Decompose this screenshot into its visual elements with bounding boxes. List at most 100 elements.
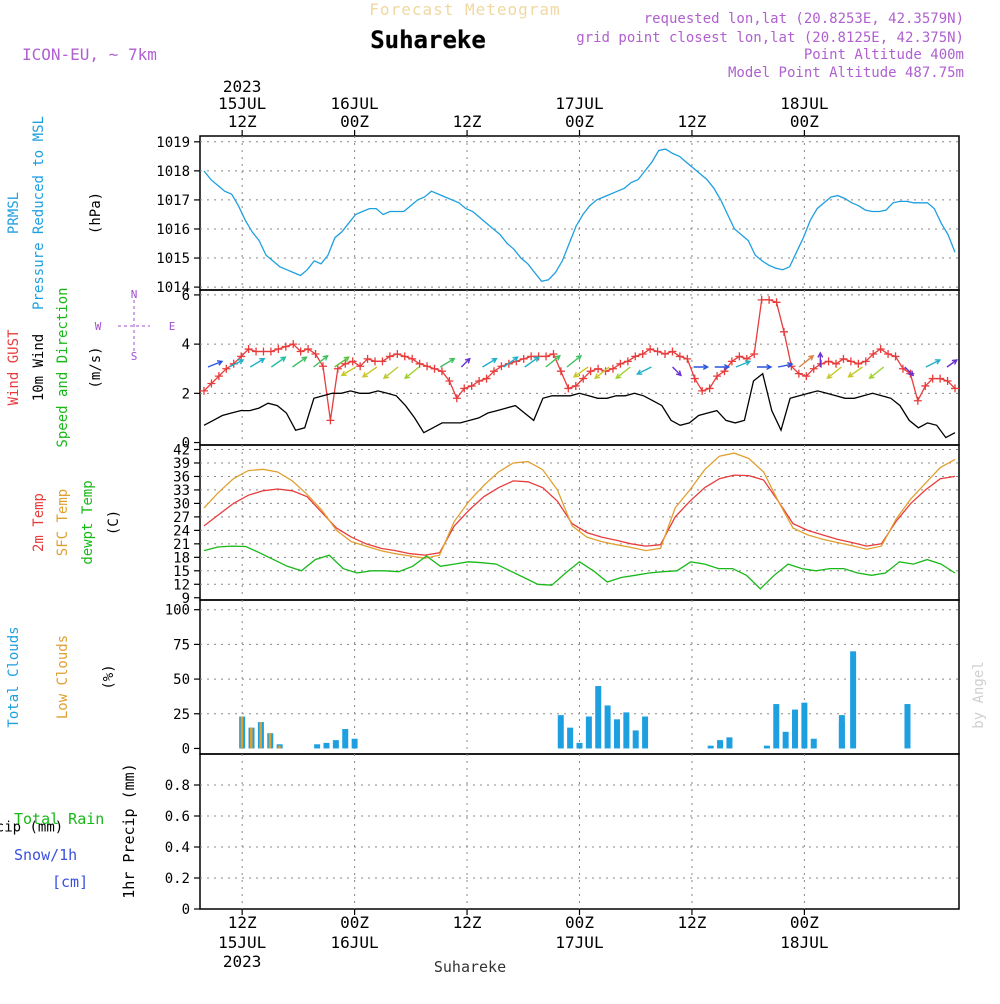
- series-line: [203, 148, 956, 283]
- y-tick-label: 30: [173, 496, 190, 512]
- gust-marker: [586, 367, 595, 376]
- gust-marker: [363, 354, 372, 363]
- x-tick-label-bottom: 16JUL: [331, 933, 379, 952]
- x-tick-label-top: 16JUL: [331, 94, 379, 113]
- x-tick-label-bottom: 15JUL: [218, 933, 266, 952]
- watermark: by Angel: [971, 661, 987, 728]
- gust-marker: [400, 352, 409, 361]
- gust-marker: [608, 364, 617, 373]
- wind-arrow: [636, 366, 652, 375]
- gust-marker: [452, 394, 461, 403]
- cloud-bar: [314, 744, 321, 749]
- gust-marker: [467, 381, 476, 390]
- y-tick-label: 1014: [156, 280, 190, 296]
- gust-marker: [430, 364, 439, 373]
- gust-marker: [631, 352, 640, 361]
- wind-arrow: [228, 359, 245, 368]
- y-tick-label: 0: [182, 902, 190, 918]
- gust-marker: [809, 364, 818, 373]
- y-tick-label: 0.2: [165, 871, 190, 887]
- y-tick-label: 4: [182, 337, 190, 353]
- gust-marker: [623, 357, 632, 366]
- x-tick-label-top: 15JUL: [218, 94, 266, 113]
- y-axis-label: SFC Temp: [55, 489, 71, 556]
- gust-marker: [846, 357, 855, 366]
- gust-marker: [318, 362, 327, 371]
- gust-marker: [727, 357, 736, 366]
- gust-marker: [690, 374, 699, 383]
- gust-marker: [222, 364, 231, 373]
- gust-marker: [333, 364, 342, 373]
- gust-marker: [817, 359, 826, 368]
- y-axis-label: PRMSL: [6, 192, 22, 234]
- gust-marker: [579, 374, 588, 383]
- wind-arrow: [946, 359, 958, 368]
- wind-arrow: [572, 366, 589, 378]
- gust-marker: [913, 396, 922, 405]
- gust-marker: [259, 347, 268, 356]
- x-tick-label-top: 12Z: [228, 112, 257, 131]
- gust-marker: [266, 347, 275, 356]
- gust-marker: [311, 349, 320, 358]
- x-tick-label-top: 18JUL: [780, 94, 828, 113]
- gust-marker: [281, 342, 290, 351]
- y-tick-label: 1015: [156, 251, 190, 267]
- wind-arrow: [292, 356, 308, 368]
- point-altitude: Point Altitude 400m: [804, 47, 964, 63]
- panel-clouds: 0 25 50 75 100 Total Clouds Low Clouds (%): [6, 599, 960, 757]
- gust-marker: [794, 369, 803, 378]
- wind-arrow: [313, 354, 329, 368]
- cloud-bar: [904, 704, 911, 749]
- gust-marker: [943, 377, 952, 386]
- x-tick-label-top: 12Z: [453, 112, 482, 131]
- cloud-bar: [838, 722, 845, 749]
- y-tick-label: 27: [173, 510, 190, 526]
- panel-precip: 00.20.40.60.81hr Precip (mm)Total RainSn…: [0, 753, 960, 918]
- gust-marker: [713, 372, 722, 381]
- cloud-bar: [726, 737, 733, 749]
- gust-marker: [891, 352, 900, 361]
- gust-marker: [675, 352, 684, 361]
- x-tick-label-top: 2023: [223, 77, 262, 96]
- y-tick-label: 39: [173, 456, 190, 472]
- y-axis-label: Low Clouds: [55, 635, 71, 719]
- gust-marker: [556, 367, 565, 376]
- gust-marker: [244, 345, 253, 354]
- gust-marker: [772, 298, 781, 307]
- cloud-bar: [792, 709, 799, 749]
- gust-marker: [393, 349, 402, 358]
- y-tick-label: 33: [173, 483, 190, 499]
- y-axis-label: Total Rain: [14, 810, 104, 828]
- y-tick-label: 0.6: [165, 809, 190, 825]
- grid-coords: grid point closest lon,lat (20.8125E, 42…: [576, 30, 964, 46]
- wind-arrow: [361, 366, 378, 378]
- cloud-bar: [323, 742, 330, 749]
- x-tick-label-bottom: 12Z: [453, 913, 482, 932]
- gust-marker: [200, 386, 208, 395]
- y-tick-label: 1019: [156, 135, 190, 151]
- gust-marker: [839, 354, 848, 363]
- wind-arrow: [615, 366, 631, 380]
- x-tick-label-top: 00Z: [340, 112, 369, 131]
- cloud-bar: [632, 730, 639, 749]
- x-tick-label-top: 17JUL: [555, 94, 603, 113]
- gust-marker: [371, 357, 380, 366]
- y-tick-label: 6: [182, 288, 190, 304]
- gust-marker: [802, 372, 811, 381]
- wind-arrow: [249, 357, 266, 368]
- gust-marker: [869, 349, 878, 358]
- y-tick-label: 36: [173, 469, 190, 485]
- gust-marker: [564, 384, 573, 393]
- cloud-bar: [773, 704, 780, 749]
- cloud-bar: [351, 738, 358, 749]
- wind-arrow: [566, 354, 583, 368]
- wind-arrow: [826, 366, 842, 380]
- gust-marker: [683, 354, 692, 363]
- gust-marker: [415, 359, 424, 368]
- cloud-bar: [567, 727, 574, 749]
- wind-arrow: [925, 359, 942, 368]
- series-line: [203, 452, 956, 559]
- cloud-bar: [801, 702, 808, 749]
- wind-arrow: [777, 362, 794, 368]
